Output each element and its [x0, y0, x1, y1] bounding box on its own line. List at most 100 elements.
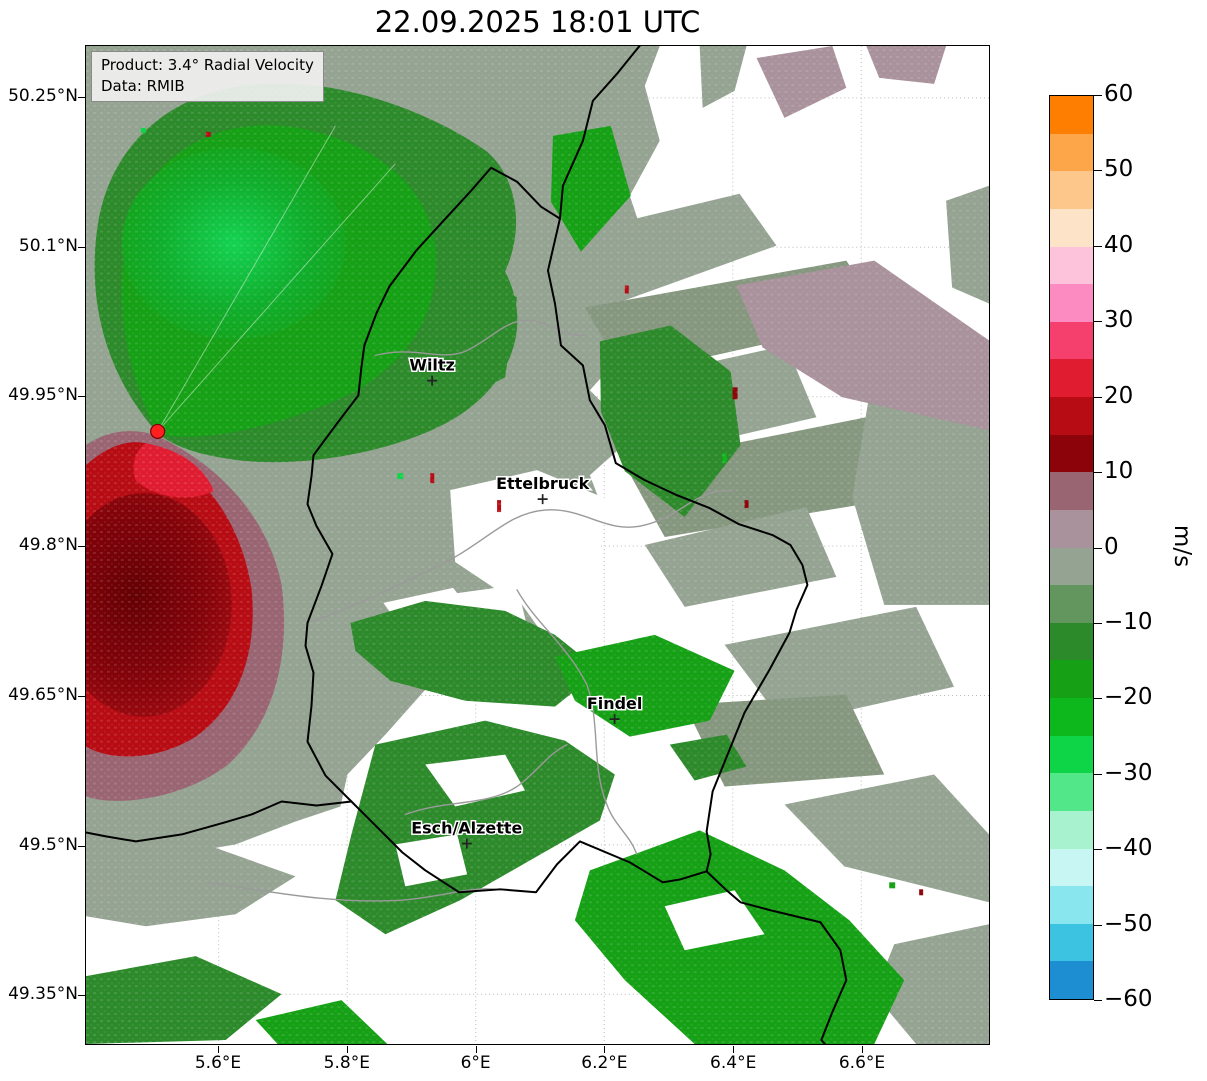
- luxembourg-border: [304, 166, 809, 894]
- colorbar-gradient: [1050, 96, 1093, 999]
- river-line: [516, 589, 638, 856]
- colorbar-segment: [1050, 321, 1093, 360]
- product-info-box: Product: 3.4° Radial Velocity Data: RMIB: [91, 51, 324, 102]
- colorbar-tick-label: 0: [1104, 533, 1119, 560]
- colorbar-segment: [1050, 773, 1093, 811]
- city-labels: Wiltz Ettelbruck Findel Esch/Alzette: [408, 354, 644, 849]
- y-axis-tick: [78, 396, 85, 398]
- colorbar-segment: [1050, 622, 1093, 661]
- y-axis-tick-label: 49.65°N: [8, 684, 78, 705]
- colorbar-segment: [1050, 660, 1093, 698]
- x-axis-tick-label: 5.8°E: [323, 1053, 370, 1073]
- radar-site: [150, 423, 166, 439]
- colorbar-segment: [1050, 735, 1093, 774]
- radar-site-marker: [150, 423, 166, 439]
- pixel-grain-overlay: [86, 46, 989, 1044]
- country-borders: [86, 46, 848, 1044]
- x-axis-tick: [346, 1046, 348, 1053]
- belgium-germany-border: [558, 46, 641, 220]
- colorbar-segment: [1050, 961, 1093, 999]
- product-info-line2: Data: RMIB: [101, 77, 185, 95]
- colorbar-segment: [1050, 698, 1093, 736]
- colorbar-tick-label: 20: [1104, 382, 1134, 409]
- city-label: Esch/Alzette: [411, 819, 522, 838]
- colorbar-tick-label: −10: [1104, 608, 1153, 635]
- colorbar-tick-label: 40: [1104, 231, 1134, 258]
- river-line: [404, 743, 568, 816]
- x-axis-tick-label: 5.6°E: [194, 1053, 242, 1073]
- colorbar-tick: [1094, 245, 1102, 247]
- city-label: Wiltz: [409, 356, 454, 375]
- radar-map-svg: Wiltz Ettelbruck Findel Esch/Alzette: [86, 46, 989, 1044]
- colorbar-tick: [1094, 1000, 1102, 1001]
- colorbar-segment: [1050, 208, 1093, 247]
- colorbar-segment: [1050, 359, 1093, 397]
- colorbar-tick-label: −30: [1104, 759, 1153, 786]
- river-line: [374, 319, 586, 357]
- velocity-field: [86, 46, 989, 1044]
- colorbar-tick-label: −50: [1104, 910, 1153, 937]
- product-info-line1: Product: 3.4° Radial Velocity: [101, 56, 314, 74]
- x-axis-tick-label: 6.6°E: [838, 1053, 886, 1073]
- city-label: Ettelbruck: [496, 474, 590, 493]
- x-axis-tick-label: 6°E: [460, 1053, 491, 1073]
- colorbar-tick-label: −60: [1104, 986, 1153, 1012]
- colorbar-segment: [1050, 246, 1093, 285]
- colorbar-tick: [1094, 472, 1102, 474]
- colorbar-segment: [1050, 171, 1093, 209]
- y-axis-tick: [78, 97, 85, 98]
- city-ettelbruck: Ettelbruck: [495, 473, 591, 505]
- colorbar-tick: [1094, 622, 1102, 624]
- city-wiltz: Wiltz: [408, 354, 456, 386]
- colorbar-unit-label: m/s: [1169, 524, 1195, 568]
- y-axis-tick-label: 49.5°N: [18, 834, 78, 855]
- colorbar-tick-label: 10: [1104, 458, 1134, 485]
- colorbar-segment: [1050, 472, 1093, 510]
- colorbar-tick: [1094, 170, 1102, 172]
- colorbar-tick: [1094, 773, 1102, 775]
- colorbar-tick-label: 30: [1104, 307, 1134, 334]
- plot-title: 22.09.2025 18:01 UTC: [374, 5, 701, 39]
- colorbar-segment: [1050, 509, 1093, 548]
- colorbar-tick: [1094, 95, 1102, 96]
- colorbar-tick-label: 50: [1104, 156, 1134, 183]
- river-line: [205, 881, 496, 902]
- x-axis-tick: [475, 1046, 477, 1053]
- colorbar-tick-label: 60: [1104, 81, 1134, 107]
- map-plot-area: Wiltz Ettelbruck Findel Esch/Alzette Produc…: [85, 45, 990, 1045]
- france-germany-border: [705, 870, 848, 1044]
- x-axis-tick: [733, 1046, 735, 1053]
- city-findel: Findel: [585, 693, 644, 725]
- city-label: Findel: [587, 694, 642, 713]
- colorbar-tick: [1094, 849, 1102, 851]
- colorbar-segment: [1050, 133, 1093, 172]
- y-axis-tick: [78, 845, 85, 847]
- colorbar-segment: [1050, 397, 1093, 435]
- river-line: [306, 490, 734, 624]
- city-cross-icon: [609, 714, 620, 725]
- x-axis-tick: [218, 1046, 219, 1053]
- colorbar-segment: [1050, 284, 1093, 322]
- y-axis-tick-label: 50.1°N: [18, 235, 78, 256]
- x-axis-tick: [862, 1046, 863, 1053]
- y-axis-tick-label: 49.8°N: [18, 535, 78, 556]
- y-axis-tick-label: 50.25°N: [8, 86, 78, 106]
- x-axis-tick-label: 6.2°E: [581, 1053, 628, 1073]
- colorbar-segment: [1050, 923, 1093, 962]
- colorbar-segment: [1050, 886, 1093, 924]
- colorbar: [1049, 95, 1094, 1000]
- colorbar-tick: [1094, 698, 1102, 700]
- y-axis-tick: [78, 546, 85, 548]
- y-axis-tick: [78, 995, 85, 997]
- colorbar-segment: [1050, 585, 1093, 623]
- colorbar-segment: [1050, 96, 1093, 134]
- y-axis-tick-label: 49.35°N: [8, 984, 78, 1005]
- y-axis-tick: [78, 695, 85, 697]
- belgium-france-border: [86, 800, 353, 843]
- colorbar-tick: [1094, 547, 1102, 549]
- city-cross-icon: [537, 494, 548, 505]
- colorbar-tick-label: −40: [1104, 835, 1153, 862]
- colorbar-segment: [1050, 810, 1093, 849]
- x-axis-tick: [604, 1046, 606, 1053]
